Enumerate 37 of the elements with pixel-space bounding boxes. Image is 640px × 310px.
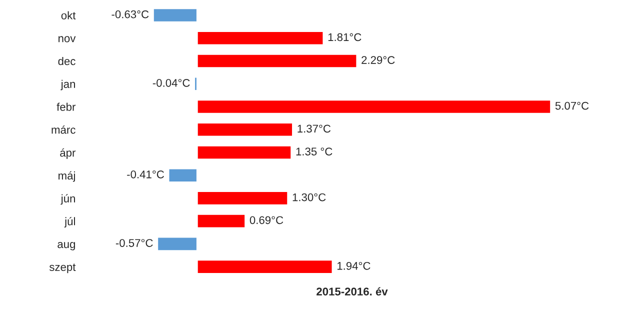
bar xyxy=(196,99,552,114)
y-tick-label: febr xyxy=(56,102,76,111)
bar xyxy=(196,190,289,206)
y-tick-label: máj xyxy=(58,171,75,182)
data-label: 0.69°C xyxy=(250,216,284,224)
y-tick-label: szept xyxy=(49,264,76,274)
bar xyxy=(196,144,292,160)
bar xyxy=(196,122,294,138)
y-tick-label: aug xyxy=(58,242,75,250)
y-tick-label: jan xyxy=(60,80,75,90)
y-tick-label: nov xyxy=(58,36,76,42)
data-label: -0.41°C xyxy=(127,170,164,178)
bar xyxy=(196,53,358,69)
data-label: 1.35 °C xyxy=(296,148,332,156)
data-label: -0.57°C xyxy=(116,239,153,247)
y-tick-label: márc xyxy=(52,125,76,134)
y-tick-label: dec xyxy=(58,56,76,66)
bar xyxy=(152,8,198,23)
data-label: 2.29°C xyxy=(362,56,395,64)
bar xyxy=(196,259,334,274)
data-label: -0.63°C xyxy=(112,10,149,18)
data-label: 5.07°C xyxy=(555,102,589,110)
x-axis-title: 2015-2016. év xyxy=(316,287,388,296)
y-tick-label: ápr xyxy=(60,148,76,159)
data-label: 1.30°C xyxy=(292,193,326,202)
bar xyxy=(168,168,198,183)
bar xyxy=(194,76,198,92)
y-tick-label: okt xyxy=(61,11,76,20)
bar xyxy=(196,214,246,229)
y-tick-label: júl xyxy=(64,217,75,228)
data-label: -0.04°C xyxy=(152,78,190,87)
data-label: 1.94°C xyxy=(337,262,370,270)
bar xyxy=(156,236,198,252)
data-label: 1.37°C xyxy=(298,124,331,133)
y-tick-label: jún xyxy=(60,194,75,205)
bar xyxy=(196,30,324,46)
data-label: 1.81°C xyxy=(328,33,362,42)
